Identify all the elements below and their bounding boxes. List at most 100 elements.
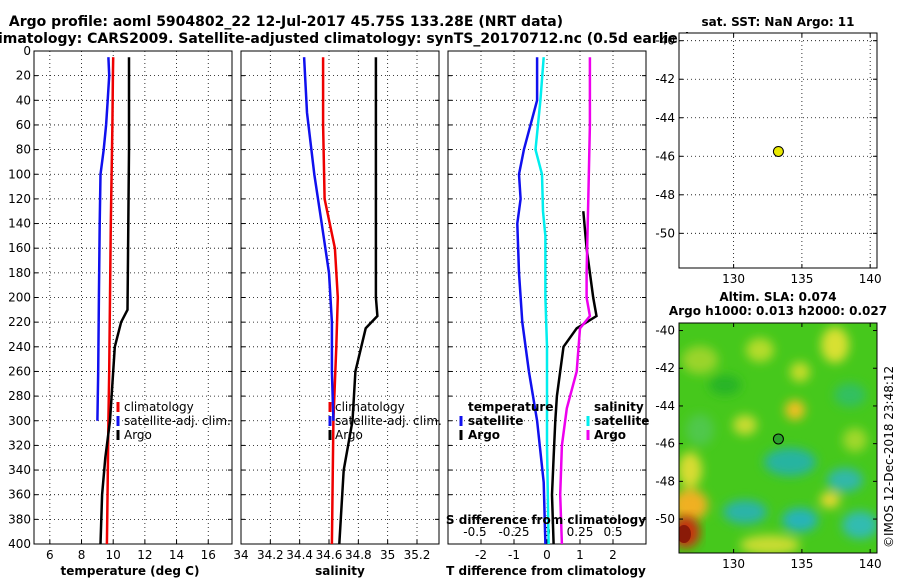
salinity-xlabel: salinity [315, 564, 365, 578]
sla-map-panel: Altim. SLA: 0.074 Argo h1000: 0.013 h200… [655, 290, 887, 571]
depth-tick-label: 400 [8, 537, 31, 551]
x-tick-label: 6 [46, 548, 54, 562]
legend-s-satellite: satellite [594, 414, 649, 428]
s-tick-label: -0.5 [463, 525, 486, 539]
salinity-legend: climatology satellite-adj. clim. Argo [328, 400, 442, 442]
s-tick-label: 0.25 [567, 525, 594, 539]
legend-argo: Argo [335, 428, 363, 442]
legend-t-argo: Argo [468, 428, 500, 442]
salinity-panel: 34 34.2 34.4 34.6 34.8 35 35.2 climatology sat… [233, 50, 442, 578]
map-y-tick-label: -48 [655, 474, 675, 488]
legend-argo: Argo [124, 428, 152, 442]
x-tick-label: 2 [609, 548, 617, 562]
map-y-tick-label: -46 [655, 149, 675, 163]
series-line-salinity-argo [558, 57, 592, 545]
depth-tick-label: 340 [8, 463, 31, 477]
depth-tick-label: 40 [16, 93, 31, 107]
map-y-tick-label: -50 [655, 512, 675, 526]
depth-tick-label: 0 [23, 44, 31, 58]
depth-tick-label: 360 [8, 488, 31, 502]
figure-title-line2: Climatology: CARS2009. Satellite-adjuste… [0, 31, 691, 47]
x-tick-label: 12 [137, 548, 152, 562]
temperature-legend: climatology satellite-adj. clim. Argo [116, 400, 231, 442]
argo-location-marker [772, 433, 784, 445]
legend-satellite-adj: satellite-adj. clim. [335, 414, 442, 428]
depth-tick-label: 280 [8, 389, 31, 403]
x-tick-label: -2 [475, 548, 487, 562]
x-tick-label: 34.2 [257, 548, 284, 562]
series-line-salinity-satellite [534, 57, 550, 545]
series-line-temperature-satellite [516, 57, 547, 545]
series-line-argo [338, 57, 379, 545]
depth-tick-label: 80 [16, 143, 31, 157]
x-tick-label: 35 [380, 548, 395, 562]
legend-climatology: climatology [124, 400, 194, 414]
sla-title-2: Argo h1000: 0.013 h2000: 0.027 [669, 304, 887, 318]
figure-title-line1: Argo profile: aoml 5904802_22 12-Jul-201… [9, 14, 563, 30]
temperature-panel: 0 20 40 60 80 100 120 140 160 180 200 220 240 260 280 3… [8, 44, 233, 578]
series-line-satellite-adj-clim- [96, 57, 111, 421]
depth-tick-label: 260 [8, 364, 31, 378]
depth-tick-label: 180 [8, 266, 31, 280]
depth-tick-label: 320 [8, 438, 31, 452]
depth-tick-label: 380 [8, 512, 31, 526]
imos-credit: ©IMOS 12-Dec-2018 23:48:12 [882, 366, 896, 548]
x-tick-label: 34.6 [316, 548, 343, 562]
legend-t-satellite: satellite [468, 414, 523, 428]
difference-legend-salinity: salinity satellite Argo [586, 400, 649, 442]
depth-tick-label: 240 [8, 340, 31, 354]
map-x-tick-label: 135 [790, 272, 813, 286]
x-tick-label: 0 [543, 548, 551, 562]
map-x-tick-label: 135 [790, 557, 813, 571]
map-y-tick-label: -46 [655, 437, 675, 451]
depth-tick-label: 220 [8, 315, 31, 329]
depth-tick-label: 100 [8, 167, 31, 181]
depth-tick-label: 20 [16, 69, 31, 83]
map-y-tick-label: -42 [655, 72, 675, 86]
map-x-tick-label: 140 [859, 557, 882, 571]
series-line-satellite-adj-clim- [302, 57, 335, 421]
legend-salinity-heading: salinity [594, 400, 644, 414]
map-y-tick-label: -50 [655, 226, 675, 240]
s-tick-label: 0.5 [603, 525, 622, 539]
map-y-tick-label: -40 [655, 324, 675, 338]
map-y-tick-label: -44 [655, 399, 675, 413]
difference-top-xlabel: S difference from climatology [446, 513, 646, 527]
difference-panel: -2 -1 0 1 2 -0.5 -0.25 0 0.25 0.5 temperature sat… [446, 50, 649, 578]
depth-tick-label: 200 [8, 291, 31, 305]
x-tick-label: 35.2 [404, 548, 431, 562]
s-tick-label: 0 [543, 525, 551, 539]
legend-temperature-heading: temperature [468, 400, 553, 414]
map-y-tick-label: -48 [655, 188, 675, 202]
depth-tick-label: 160 [8, 241, 31, 255]
depth-tick-label: 140 [8, 217, 31, 231]
map-x-tick-label: 140 [859, 272, 882, 286]
s-tick-label: -0.25 [498, 525, 529, 539]
difference-xlabel: T difference from climatology [446, 564, 646, 578]
x-tick-label: 34.4 [286, 548, 313, 562]
x-tick-label: 14 [169, 548, 184, 562]
sla-map-frame [678, 322, 878, 554]
argo-location-marker [772, 145, 784, 157]
x-tick-label: 8 [78, 548, 86, 562]
difference-legend-temperature: temperature satellite Argo [459, 400, 553, 442]
depth-tick-label: 60 [16, 118, 31, 132]
x-tick-label: 34 [233, 548, 248, 562]
x-tick-label: 34.8 [345, 548, 372, 562]
series-line-argo [99, 57, 131, 545]
sla-title-1: Altim. SLA: 0.074 [719, 290, 836, 304]
x-tick-label: -1 [508, 548, 520, 562]
map-y-tick-label: -44 [655, 111, 675, 125]
depth-tick-label: 300 [8, 414, 31, 428]
depth-tick-label: 120 [8, 192, 31, 206]
sst-title: sat. SST: NaN Argo: 11 [701, 15, 854, 29]
map-y-tick-label: -40 [655, 34, 675, 48]
sst-map-panel: sat. SST: NaN Argo: 11 130 135 140 -40 -42 -4… [655, 15, 881, 286]
x-tick-label: 10 [106, 548, 121, 562]
series-line-temperature-argo [550, 211, 598, 545]
map-x-tick-label: 130 [722, 557, 745, 571]
sla-heatmap [679, 323, 877, 553]
legend-s-argo: Argo [594, 428, 626, 442]
legend-climatology: climatology [335, 400, 405, 414]
